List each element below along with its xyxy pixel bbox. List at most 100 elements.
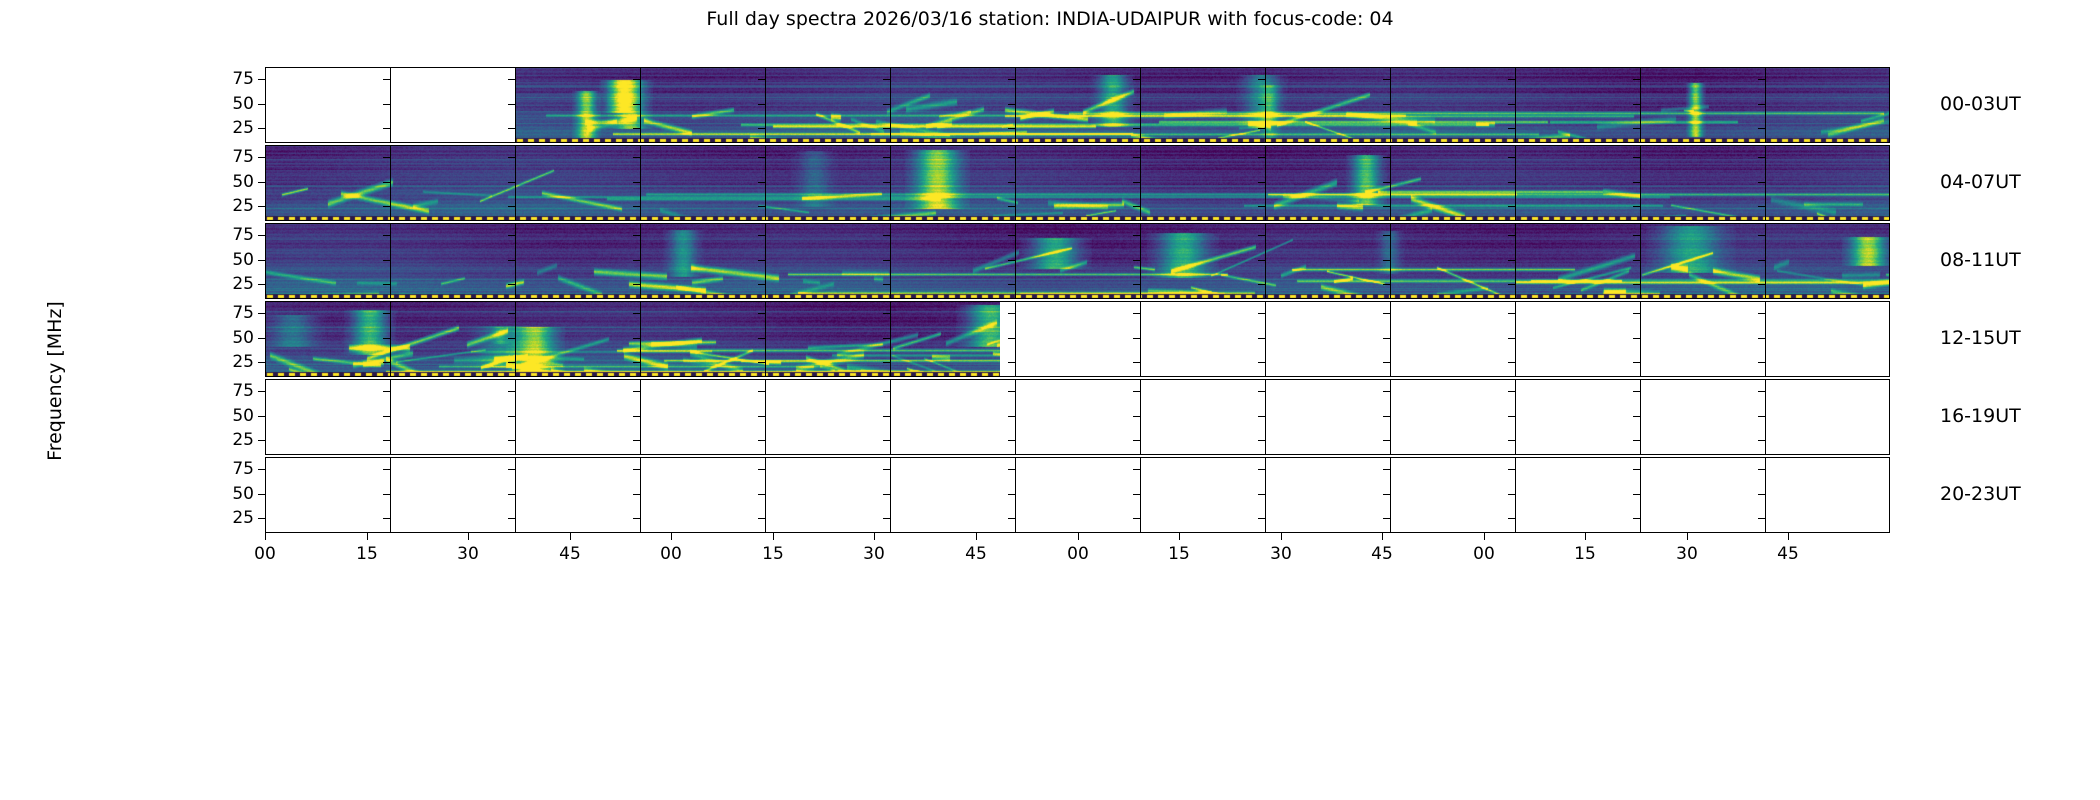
y-tick-inner <box>508 182 515 183</box>
y-tick-inner <box>758 362 765 363</box>
x-tick-label: 45 <box>559 544 581 564</box>
y-tick-inner <box>758 440 765 441</box>
y-tick-inner <box>508 494 515 495</box>
spectrogram-row-20-23ut: 75 50 25 00 15 30 45 00 15 30 45 00 15 30 45 00 15 30 45 <box>232 457 1890 564</box>
y-tick-inner <box>758 182 765 183</box>
y-tick-inner <box>1258 362 1265 363</box>
row-frame <box>265 145 1890 221</box>
panel-separator <box>765 457 766 533</box>
y-tick-inner <box>1008 206 1015 207</box>
y-tick-inner <box>633 313 640 314</box>
y-tick-inner <box>758 157 765 158</box>
y-tick-inner <box>1758 440 1765 441</box>
row-label-08-11ut: 08-11UT <box>1940 249 2021 271</box>
spectrogram-row-12-15ut: 75 50 25 <box>232 301 1890 377</box>
y-tick-inner <box>1383 206 1390 207</box>
y-tick-inner <box>508 469 515 470</box>
y-tick <box>258 494 265 495</box>
y-tick-inner <box>1383 182 1390 183</box>
y-tick-inner <box>1383 104 1390 105</box>
y-tick-inner <box>633 338 640 339</box>
y-tick-label: 50 <box>232 94 254 114</box>
y-tick-inner <box>1758 128 1765 129</box>
panel-separator <box>640 223 641 299</box>
panel-separator <box>765 67 766 143</box>
spectrogram-image <box>265 145 1890 221</box>
y-tick-inner <box>1633 362 1640 363</box>
y-tick-inner <box>1008 128 1015 129</box>
y-tick-inner <box>1383 128 1390 129</box>
y-tick-inner <box>1633 182 1640 183</box>
y-tick-inner <box>883 182 890 183</box>
x-tick-label: 45 <box>1777 544 1799 564</box>
y-tick-inner <box>1383 469 1390 470</box>
panel-separator <box>1265 379 1266 455</box>
y-tick-inner <box>383 128 390 129</box>
y-tick-inner <box>1008 518 1015 519</box>
y-tick <box>258 157 265 158</box>
y-tick <box>258 416 265 417</box>
y-tick-inner <box>633 157 640 158</box>
row-frame <box>265 67 1890 143</box>
y-tick-inner <box>1633 338 1640 339</box>
y-tick-inner <box>1508 391 1515 392</box>
y-tick-inner <box>883 416 890 417</box>
panel-separator <box>390 301 391 377</box>
y-tick-inner <box>1508 235 1515 236</box>
y-tick-inner <box>758 104 765 105</box>
y-tick-inner <box>883 440 890 441</box>
y-tick-inner <box>883 260 890 261</box>
panel-separator <box>1515 301 1516 377</box>
y-tick-label: 50 <box>232 250 254 270</box>
panel-separator <box>1515 223 1516 299</box>
y-tick-inner <box>1383 518 1390 519</box>
y-tick-inner <box>758 313 765 314</box>
x-tick-label: 45 <box>965 544 987 564</box>
y-tick-inner <box>1258 440 1265 441</box>
x-tick-label: 30 <box>1270 544 1292 564</box>
x-tick-label: 30 <box>863 544 885 564</box>
y-tick-inner <box>1258 157 1265 158</box>
y-tick-inner <box>758 260 765 261</box>
panel-separator <box>640 67 641 143</box>
y-tick <box>258 284 265 285</box>
row-label-00-03ut: 00-03UT <box>1940 93 2021 115</box>
x-tick-label: 30 <box>457 544 479 564</box>
y-tick <box>258 206 265 207</box>
y-tick-inner <box>1508 440 1515 441</box>
panel-separator <box>890 223 891 299</box>
y-tick-inner <box>883 104 890 105</box>
y-tick-inner <box>1758 79 1765 80</box>
y-tick <box>258 260 265 261</box>
y-tick-inner <box>1133 206 1140 207</box>
y-tick <box>258 128 265 129</box>
y-tick-inner <box>758 206 765 207</box>
y-tick-inner <box>508 79 515 80</box>
panel-separator <box>515 145 516 221</box>
y-tick-inner <box>1258 391 1265 392</box>
y-tick-inner <box>1258 338 1265 339</box>
y-tick-inner <box>383 518 390 519</box>
y-tick-inner <box>1508 338 1515 339</box>
y-tick <box>258 391 265 392</box>
y-tick-inner <box>1133 157 1140 158</box>
y-tick-inner <box>1258 518 1265 519</box>
panel-separator <box>1640 223 1641 299</box>
panel-separator <box>1515 67 1516 143</box>
y-tick <box>258 79 265 80</box>
y-tick-inner <box>1508 518 1515 519</box>
y-tick-inner <box>1008 416 1015 417</box>
y-tick-inner <box>1258 313 1265 314</box>
y-tick-inner <box>1508 104 1515 105</box>
y-tick-inner <box>508 338 515 339</box>
y-tick-inner <box>633 235 640 236</box>
y-tick-inner <box>1258 79 1265 80</box>
y-tick-label: 50 <box>232 406 254 426</box>
y-tick-inner <box>883 362 890 363</box>
x-tick <box>976 533 977 540</box>
panel-separator <box>1265 223 1266 299</box>
panel-separator <box>765 145 766 221</box>
y-tick-inner <box>1758 469 1765 470</box>
y-tick-inner <box>508 416 515 417</box>
y-tick-inner <box>1008 284 1015 285</box>
